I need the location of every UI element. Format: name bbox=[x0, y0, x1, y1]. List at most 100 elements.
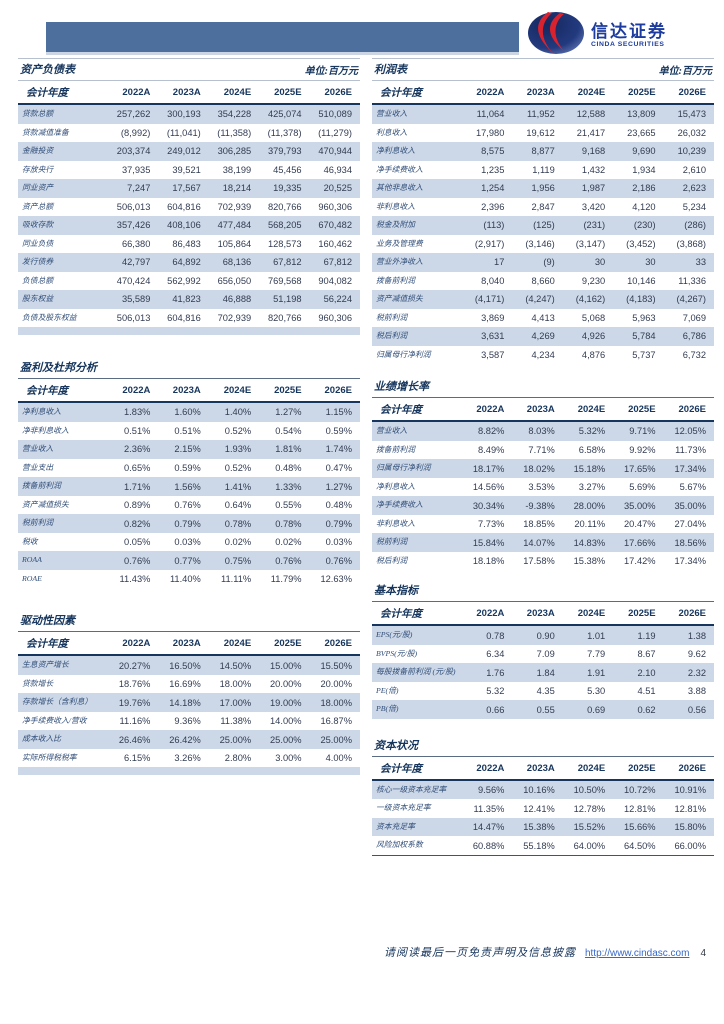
cell-value: 86,483 bbox=[172, 238, 201, 249]
table-row: PB(倍) 0.66 0.55 0.69 0.62 0.56 bbox=[372, 700, 714, 719]
cell-value: 0.03% bbox=[325, 537, 352, 548]
cell-value: 27.04% bbox=[674, 519, 706, 530]
cell-value: 14.00% bbox=[270, 716, 302, 727]
cell-value: 0.51% bbox=[124, 425, 151, 436]
cell-value: 14.18% bbox=[158, 693, 209, 712]
cell-value: 1.76 bbox=[462, 663, 513, 682]
cell-value: 15.52% bbox=[562, 817, 614, 837]
cell-value: 2.80% bbox=[224, 753, 252, 764]
cell-value: 14.07% bbox=[512, 533, 563, 552]
cell-value: 3,631 bbox=[462, 327, 513, 346]
cell-value: 0.62 bbox=[613, 700, 664, 719]
cell-value: 408,106 bbox=[158, 216, 209, 235]
footer-website-link[interactable]: http://www.cindasc.com bbox=[584, 948, 690, 959]
column-header: 会计年度 bbox=[372, 81, 462, 105]
cell-value: 16.50% bbox=[158, 655, 209, 675]
cell-value: 0.64% bbox=[224, 500, 252, 511]
table-row: 拨备前利润 8.49% 7.71% 6.58% 9.92% 11.73% bbox=[372, 441, 714, 460]
cell-value: 3.26% bbox=[174, 753, 201, 764]
row-label: 利息收入 bbox=[376, 127, 408, 137]
cell-value: 20.27% bbox=[108, 655, 159, 675]
cell-value: 1.74% bbox=[309, 440, 360, 459]
cell-value: 18.02% bbox=[512, 459, 563, 478]
row-label: 税后利润 bbox=[376, 555, 408, 565]
cell-value: 1,235 bbox=[481, 164, 505, 175]
table-row: 发行债券 42,797 64,892 68,136 67,812 67,812 bbox=[18, 253, 360, 272]
cell-value: 4,269 bbox=[512, 327, 563, 346]
cell-value: 11.38% bbox=[220, 716, 252, 727]
cell-value: 0.90 bbox=[512, 625, 563, 645]
row-label: 拨备前利润 bbox=[376, 275, 415, 285]
cell-value: 8,575 bbox=[462, 142, 513, 161]
cell-value: 1.84 bbox=[512, 663, 563, 682]
cell-value: 477,484 bbox=[208, 216, 260, 235]
cell-value: 6.58% bbox=[578, 444, 606, 455]
cell-value: 60.88% bbox=[462, 836, 513, 856]
cell-value: 354,228 bbox=[208, 104, 260, 124]
cell-value: 17.00% bbox=[208, 693, 260, 712]
cell-value: 19,612 bbox=[526, 127, 555, 138]
column-header: 2025E bbox=[259, 379, 310, 404]
cell-value: 8,877 bbox=[512, 142, 563, 161]
cell-value: (4,183) bbox=[613, 290, 664, 309]
cell-value: 17.34% bbox=[663, 459, 714, 478]
cell-value: 1,956 bbox=[512, 179, 563, 198]
cell-value: 3.00% bbox=[275, 753, 302, 764]
balance-sheet-table: 会计年度 2022A 2023A 2024E 2025E 2026E 贷款总额 257,262… bbox=[18, 81, 360, 336]
cell-value: 11,952 bbox=[512, 104, 563, 124]
cell-value: 6,786 bbox=[663, 327, 714, 346]
row-label: 税收 bbox=[22, 536, 38, 546]
cell-value: (11,041) bbox=[166, 127, 201, 138]
cell-value bbox=[158, 327, 209, 336]
cell-value: 15.38% bbox=[512, 817, 563, 837]
cell-value: 3,869 bbox=[481, 312, 505, 323]
logo-globe-icon bbox=[527, 11, 585, 60]
table-row: 净手续费收入 30.34% -9.38% 28.00% 35.00% 35.00% bbox=[372, 496, 714, 515]
cell-value: 562,992 bbox=[167, 275, 201, 286]
row-label: 存款增长（含利息） bbox=[18, 693, 108, 712]
table-row: 股东权益 35,589 41,823 46,888 51,198 56,224 bbox=[18, 290, 360, 309]
cell-value: 15.00% bbox=[259, 655, 310, 675]
row-label: 存放央行 bbox=[22, 164, 54, 174]
table-row: 贷款减值准备 (8,992) (11,041) (11,358) (11,378) (11… bbox=[18, 124, 360, 143]
cell-value: 2.10 bbox=[613, 663, 664, 682]
cell-value: 15.80% bbox=[663, 817, 714, 837]
cell-value: 8.49% bbox=[478, 444, 505, 455]
cell-value: 12.81% bbox=[624, 803, 656, 814]
column-header: 会计年度 bbox=[372, 756, 462, 781]
cell-value bbox=[259, 327, 310, 336]
cell-value: 12.81% bbox=[674, 803, 706, 814]
cell-value: 0.51% bbox=[174, 425, 201, 436]
row-label: 税后利润 bbox=[372, 327, 462, 346]
cell-value: 55.18% bbox=[512, 836, 563, 856]
cell-value: (3,146) bbox=[525, 238, 555, 249]
cell-value: 35.00% bbox=[663, 496, 714, 515]
cell-value: 4.51 bbox=[637, 686, 656, 697]
cell-value: 25.00% bbox=[259, 730, 310, 749]
table-row: 其他非息收入 1,254 1,956 1,987 2,186 2,623 bbox=[372, 179, 714, 198]
row-label: 资本充足率 bbox=[372, 817, 462, 837]
row-label: 每股拨备前利润 (元/股) bbox=[372, 663, 462, 682]
row-label: 营业外净收入 bbox=[372, 253, 462, 272]
column-header: 2022A bbox=[108, 81, 159, 105]
table-row: 净手续费收入/营收 11.16% 9.36% 11.38% 14.00% 16.87% bbox=[18, 712, 360, 731]
cell-value bbox=[309, 767, 360, 776]
cell-value: 2.15% bbox=[158, 440, 209, 459]
cell-value: 1.40% bbox=[208, 402, 260, 422]
row-label: 核心一级资本充足率 bbox=[372, 779, 462, 800]
cell-value: 5,068 bbox=[581, 312, 606, 323]
table-row: 非利息收入 7.73% 18.85% 20.11% 20.47% 27.04% bbox=[372, 515, 714, 534]
cell-value: 8,660 bbox=[531, 275, 555, 286]
cell-value: 12.05% bbox=[663, 421, 714, 441]
cell-value: 0.55 bbox=[512, 700, 563, 719]
row-label: 负债总额 bbox=[22, 275, 54, 285]
column-header: 2023A bbox=[158, 81, 209, 105]
column-header: 2022A bbox=[462, 756, 513, 781]
column-header: 2026E bbox=[663, 398, 714, 423]
cell-value: 379,793 bbox=[259, 142, 310, 161]
cell-value: 8.82% bbox=[462, 421, 513, 441]
table-row: 税前利润 15.84% 14.07% 14.83% 17.66% 18.56% bbox=[372, 533, 714, 552]
cell-value: 1,934 bbox=[632, 164, 656, 175]
cell-value: 769,568 bbox=[267, 275, 302, 286]
row-label: 生息资产增长 bbox=[18, 655, 108, 675]
